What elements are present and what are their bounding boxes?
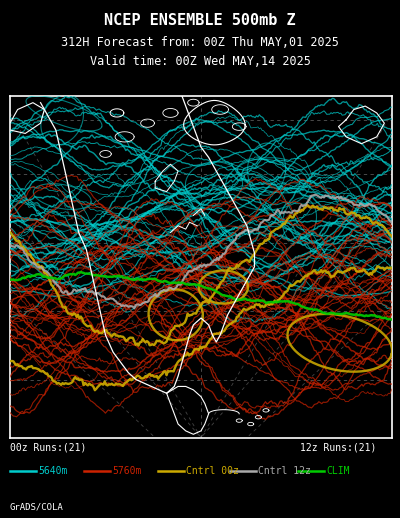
Text: 312H Forecast from: 00Z Thu MAY,01 2025: 312H Forecast from: 00Z Thu MAY,01 2025	[61, 36, 339, 49]
Text: Cntrl 00z: Cntrl 00z	[186, 466, 239, 477]
Text: 00z Runs:(21): 00z Runs:(21)	[10, 443, 86, 453]
Text: 5640m: 5640m	[38, 466, 67, 477]
Text: NCEP ENSEMBLE 500mb Z: NCEP ENSEMBLE 500mb Z	[104, 13, 296, 28]
Text: 12z Runs:(21): 12z Runs:(21)	[300, 443, 376, 453]
Text: Cntrl 12z: Cntrl 12z	[258, 466, 311, 477]
Text: 5760m: 5760m	[112, 466, 141, 477]
Text: CLIM: CLIM	[326, 466, 350, 477]
Text: GrADS/COLA: GrADS/COLA	[10, 503, 64, 512]
Text: Valid time: 00Z Wed MAY,14 2025: Valid time: 00Z Wed MAY,14 2025	[90, 54, 310, 68]
